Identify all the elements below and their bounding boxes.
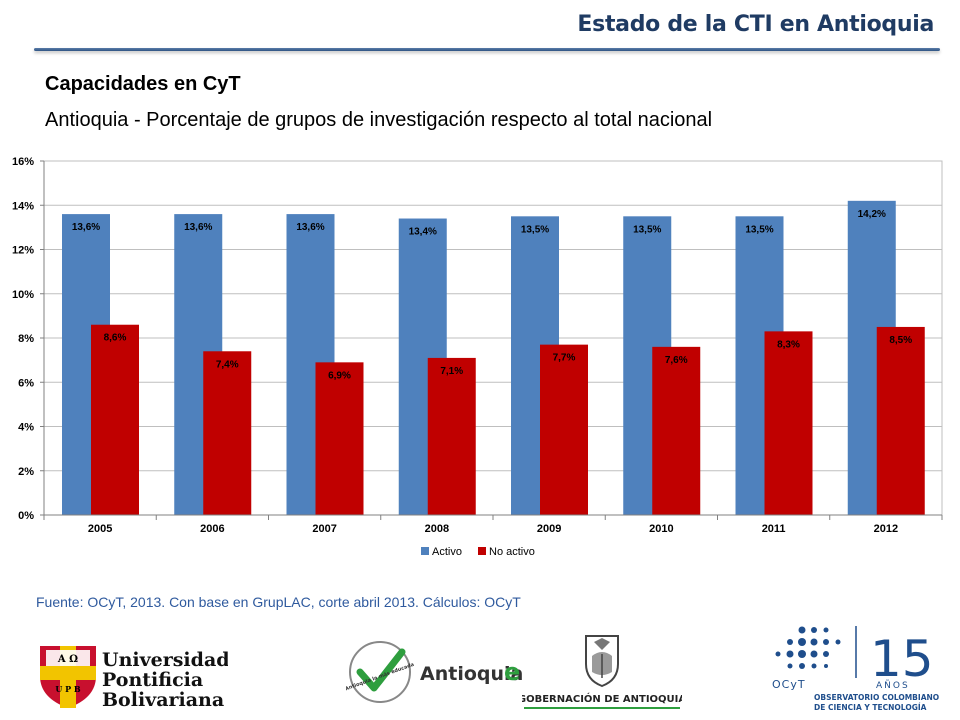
x-tick-label: 2006 — [200, 523, 224, 535]
y-tick-label: 4% — [18, 422, 34, 434]
x-tick-label: 2005 — [88, 523, 112, 535]
x-tick-label: 2011 — [762, 523, 786, 535]
x-tick-label: 2007 — [312, 523, 336, 535]
bar-no-activo — [876, 326, 925, 515]
bar-no-activo — [540, 344, 588, 515]
y-tick-label: 12% — [12, 245, 34, 257]
antioquia-educada-logo: Antioquia la más educada Antioquia e — [346, 641, 523, 703]
section-title: Capacidades en CyT — [45, 73, 241, 95]
data-label-activo: 13,5% — [633, 224, 661, 235]
bar-chart: 13,6% 8,6% 13,6% 7,4% 13,6% 6,9% 13,4% 7,1% 13,5… — [12, 156, 943, 558]
y-tick-label: 14% — [12, 200, 34, 212]
ocyt-15: 15 — [870, 630, 934, 688]
data-label-activo: 13,6% — [72, 222, 100, 233]
x-tick-label: 2012 — [874, 523, 898, 535]
slide-header-title: Estado de la CTI en Antioquia — [577, 12, 934, 37]
data-label-activo: 14,2% — [858, 209, 886, 220]
upb-shield-bottom-text: U P B — [55, 684, 81, 694]
bar-no-activo — [427, 357, 476, 515]
y-tick-label: 6% — [18, 377, 34, 389]
data-label-activo: 13,6% — [184, 222, 212, 233]
chart-title: Antioquia - Porcentaje de grupos de inve… — [45, 109, 713, 131]
legend-swatch-no-activo — [478, 547, 486, 555]
y-tick-label: 10% — [12, 289, 34, 301]
header-divider — [34, 48, 940, 51]
gobernacion-text: GOBERNACIÓN DE ANTIOQUIA — [522, 692, 682, 705]
bar-no-activo — [91, 324, 139, 515]
source-note: Fuente: OCyT, 2013. Con base en GrupLAC,… — [36, 594, 521, 610]
ocyt-brand: OCyT — [772, 678, 806, 691]
upb-shield-top-text: A Ω — [57, 654, 78, 665]
bar-no-activo — [652, 346, 701, 515]
data-label-no-activo: 8,3% — [777, 339, 800, 350]
y-tick-label: 16% — [12, 156, 34, 168]
gobernacion-logo: GOBERNACIÓN DE ANTIOQUIA — [522, 635, 682, 709]
x-tick-label: 2008 — [425, 523, 449, 535]
data-label-no-activo: 7,6% — [665, 355, 688, 366]
data-label-no-activo: 6,9% — [328, 370, 351, 381]
y-tick-label: 8% — [18, 333, 34, 345]
y-tick-label: 0% — [18, 510, 34, 522]
x-tick-label: 2009 — [537, 523, 561, 535]
data-label-activo: 13,5% — [521, 224, 549, 235]
ocyt-years: AÑOS — [876, 680, 910, 691]
upb-line-2: Pontificia — [102, 669, 203, 691]
bar-no-activo — [315, 362, 364, 515]
data-label-activo: 13,5% — [745, 224, 773, 235]
antioquia-e-letter: e — [504, 658, 520, 686]
data-label-no-activo: 8,5% — [889, 335, 912, 346]
ocyt-logo: 15 AÑOS OCyT OBSERVATORIO COLOMBIANO DE … — [772, 626, 939, 712]
antioquia-wordmark: Antioquia — [420, 663, 523, 685]
upb-line-3: Bolivariana — [102, 689, 224, 710]
legend-label-activo: Activo — [432, 546, 462, 558]
data-label-no-activo: 7,7% — [553, 353, 576, 364]
bar-no-activo — [764, 331, 813, 515]
data-label-no-activo: 7,1% — [440, 366, 463, 377]
upb-logo: A Ω U P B Universidad Pontificia Bolivar… — [40, 646, 228, 710]
legend-swatch-activo — [421, 547, 429, 555]
data-label-no-activo: 7,4% — [216, 359, 239, 370]
y-tick-label: 2% — [18, 466, 34, 478]
bar-no-activo — [203, 351, 252, 515]
legend-label-no-activo: No activo — [489, 546, 535, 558]
data-label-activo: 13,6% — [296, 222, 324, 233]
data-label-activo: 13,4% — [409, 227, 437, 238]
upb-line-1: Universidad — [102, 649, 228, 671]
ocyt-line-1: OBSERVATORIO COLOMBIANO — [814, 693, 939, 702]
x-tick-label: 2010 — [649, 523, 673, 535]
data-label-no-activo: 8,6% — [104, 333, 127, 344]
ocyt-line-2: DE CIENCIA Y TECNOLOGÍA — [814, 703, 927, 712]
